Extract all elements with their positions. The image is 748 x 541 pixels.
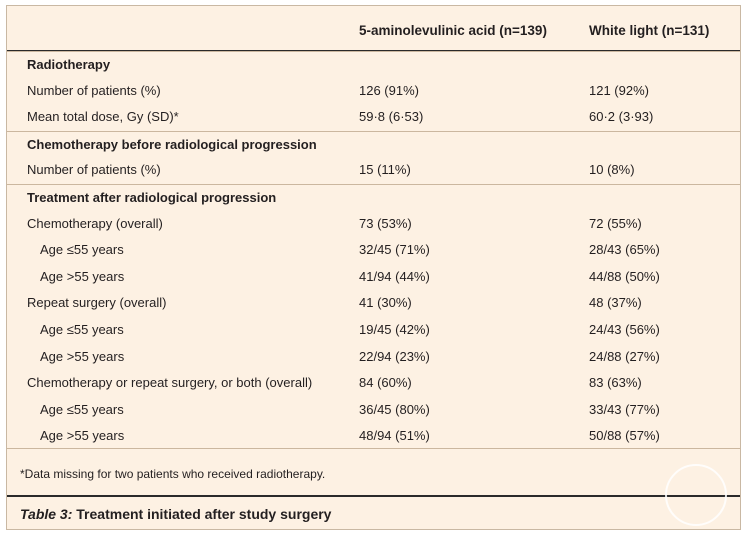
caption-label: Table 3: <box>20 506 73 522</box>
row-label: Repeat surgery (overall) <box>27 295 167 311</box>
row-label: Age ≤55 years <box>40 401 124 417</box>
cell-ala: 126 (91%) <box>359 82 419 98</box>
table-caption: Table 3: Treatment initiated after study… <box>20 506 331 522</box>
row-label: Mean total dose, Gy (SD)* <box>27 109 179 125</box>
caption-text: Treatment initiated after study surgery <box>72 506 332 522</box>
cell-ala: 41/94 (44%) <box>359 268 430 284</box>
cell-ala: 15 (11%) <box>359 162 411 178</box>
cell-ala: 59·8 (6·53) <box>359 109 424 125</box>
table-row: Age ≤55 years 36/45 (80%) 33/43 (77%) <box>7 397 740 424</box>
table-row: Mean total dose, Gy (SD)* 59·8 (6·53) 60·2… <box>7 104 740 131</box>
footnote-divider <box>7 448 740 449</box>
cell-ala: 32/45 (71%) <box>359 242 430 258</box>
table-row: Number of patients (%) 15 (11%) 10 (8%) <box>7 157 740 184</box>
cell-white-light: 48 (37%) <box>589 295 642 311</box>
cell-white-light: 24/88 (27%) <box>589 348 660 364</box>
column-header-ala: 5-aminolevulinic acid (n=139) <box>359 23 547 38</box>
watermark-logo <box>665 464 727 526</box>
table-row: Age ≤55 years 32/45 (71%) 28/43 (65%) <box>7 237 740 264</box>
cell-white-light: 72 (55%) <box>589 215 642 231</box>
section-row: Treatment after radiological progression <box>7 184 740 212</box>
section-heading: Chemotherapy before radiological progres… <box>27 136 317 152</box>
cell-white-light: 33/43 (77%) <box>589 401 660 417</box>
caption-divider <box>7 495 740 497</box>
cell-ala: 36/45 (80%) <box>359 401 430 417</box>
row-label: Age ≤55 years <box>40 242 124 258</box>
table-panel: 5-aminolevulinic acid (n=139) White ligh… <box>6 5 741 530</box>
table-row: Repeat surgery (overall) 41 (30%) 48 (37%) <box>7 290 740 317</box>
cell-ala: 22/94 (23%) <box>359 348 430 364</box>
table-row: Age >55 years 22/94 (23%) 24/88 (27%) <box>7 344 740 371</box>
cell-white-light: 121 (92%) <box>589 82 649 98</box>
table-row: Number of patients (%) 126 (91%) 121 (92%) <box>7 78 740 105</box>
cell-white-light: 50/88 (57%) <box>589 428 660 444</box>
table-header: 5-aminolevulinic acid (n=139) White ligh… <box>7 6 740 51</box>
row-label: Age >55 years <box>40 268 125 284</box>
cell-white-light: 28/43 (65%) <box>589 242 660 258</box>
footnote: *Data missing for two patients who recei… <box>20 467 326 481</box>
table-row: Age ≤55 years 19/45 (42%) 24/43 (56%) <box>7 317 740 344</box>
cell-ala: 73 (53%) <box>359 215 412 231</box>
cell-ala: 48/94 (51%) <box>359 428 430 444</box>
cell-white-light: 83 (63%) <box>589 375 642 391</box>
cell-white-light: 60·2 (3·93) <box>589 109 654 125</box>
cell-ala: 84 (60%) <box>359 375 412 391</box>
row-label: Chemotherapy or repeat surgery, or both … <box>27 375 313 391</box>
row-label: Age >55 years <box>40 348 125 364</box>
row-label: Age ≤55 years <box>40 322 124 337</box>
table-row: Age >55 years 48/94 (51%) 50/88 (57%) <box>7 423 740 450</box>
section-row: Radiotherapy <box>7 51 740 79</box>
cell-white-light: 24/43 (56%) <box>589 322 660 337</box>
table-row: Age >55 years 41/94 (44%) 44/88 (50%) <box>7 264 740 291</box>
table-row: Chemotherapy (overall) 73 (53%) 72 (55%) <box>7 211 740 238</box>
cell-white-light: 44/88 (50%) <box>589 268 660 284</box>
section-heading: Treatment after radiological progression <box>27 190 277 205</box>
row-label: Chemotherapy (overall) <box>27 215 163 231</box>
column-header-white-light: White light (n=131) <box>589 23 710 38</box>
section-row: Chemotherapy before radiological progres… <box>7 130 740 159</box>
table-row: Chemotherapy or repeat surgery, or both … <box>7 370 740 397</box>
cell-ala: 41 (30%) <box>359 295 412 311</box>
row-label: Number of patients (%) <box>27 162 161 178</box>
cell-white-light: 10 (8%) <box>589 162 635 178</box>
section-heading: Radiotherapy <box>27 57 111 72</box>
row-label: Age >55 years <box>40 428 125 444</box>
cell-ala: 19/45 (42%) <box>359 322 430 337</box>
row-label: Number of patients (%) <box>27 82 161 98</box>
